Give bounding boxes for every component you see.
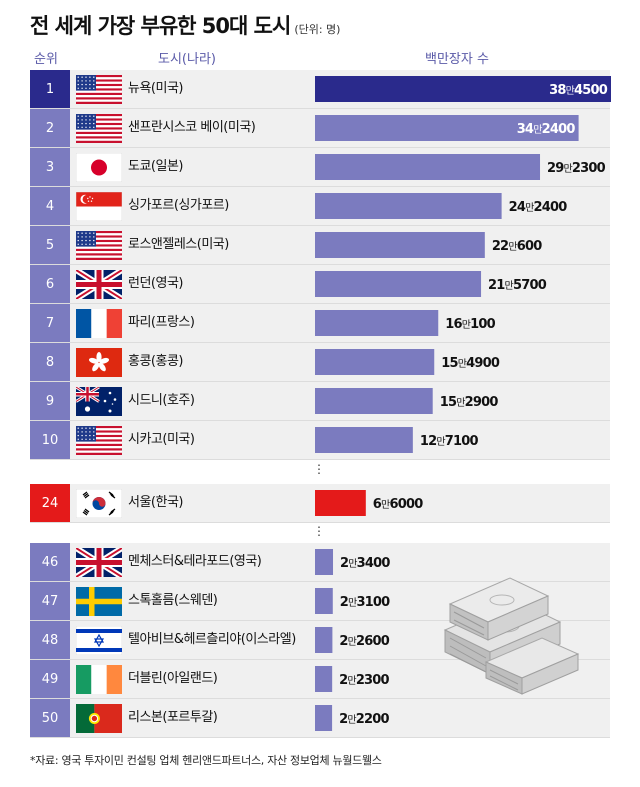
ellipsis-icon: ⋮ (313, 524, 325, 538)
unit-label: (단위: 명) (294, 23, 341, 36)
city-label: 스톡홀름(스웨덴) (128, 593, 218, 608)
city-label: 파리(프랑스) (128, 315, 195, 330)
city-label: 시드니(호주) (128, 393, 195, 408)
rank-label: 24 (30, 484, 70, 522)
rank-label: 3 (30, 148, 70, 186)
city-label: 서울(한국) (128, 495, 183, 510)
table-row: 24 서울(한국) (30, 484, 610, 523)
table-row: 1 뉴욕(미국) (30, 70, 610, 109)
israel-flag-icon (76, 626, 122, 655)
korea-flag-icon (76, 489, 122, 518)
singapore-flag-icon (76, 192, 122, 221)
city-label: 홍콩(홍콩) (128, 354, 183, 369)
hongkong-flag-icon (76, 348, 122, 377)
city-label: 텔아비브&헤르츨리야(이스라엘) (128, 632, 296, 647)
usa-flag-icon (76, 114, 122, 143)
usa-flag-icon (76, 426, 122, 455)
rank-label: 5 (30, 226, 70, 264)
city-label: 로스앤젤레스(미국) (128, 237, 229, 252)
table-row: 49 더블린(아일랜드) (30, 660, 610, 699)
city-label: 멘체스터&테라포드(영국) (128, 554, 262, 569)
rank-label: 6 (30, 265, 70, 303)
rank-label: 49 (30, 660, 70, 698)
city-label: 도쿄(일본) (128, 159, 183, 174)
value-header: 백만장자 수 (425, 52, 489, 67)
table-row: 46 멘체스터&테라포드(영국) (30, 543, 610, 582)
table-row: 3 도쿄(일본) (30, 148, 610, 187)
rank-label: 8 (30, 343, 70, 381)
city-label: 싱가포르(싱가포르) (128, 198, 229, 213)
table-row: 5 로스앤젤레스(미국) (30, 226, 610, 265)
table-row: 10 시카고(미국) (30, 421, 610, 460)
rank-label: 7 (30, 304, 70, 342)
city-label: 런던(영국) (128, 276, 183, 291)
rank-label: 4 (30, 187, 70, 225)
ellipsis-icon: ⋮ (313, 462, 325, 476)
france-flag-icon (76, 309, 122, 338)
table-row: 2 샌프란시스코 베이(미국) (30, 109, 610, 148)
table-row: 6 런던(영국) (30, 265, 610, 304)
australia-flag-icon (76, 387, 122, 416)
usa-flag-icon (76, 75, 122, 104)
rank-label: 46 (30, 543, 70, 581)
table-row: 48 텔아비브&헤르츨리야(이스라엘) (30, 621, 610, 660)
rank-header: 순위 (34, 52, 58, 67)
rank-label: 47 (30, 582, 70, 620)
source-note: *자료: 영국 투자이민 컨설팅 업체 헨리앤드파트너스, 자산 정보업체 뉴월… (30, 754, 382, 767)
sweden-flag-icon (76, 587, 122, 616)
city-label: 더블린(아일랜드) (128, 671, 218, 686)
city-label: 시카고(미국) (128, 432, 195, 447)
chart-title: 전 세계 가장 부유한 50대 도시 (단위: 명) (30, 14, 341, 38)
japan-flag-icon (76, 153, 122, 182)
rank-label: 2 (30, 109, 70, 147)
rank-label: 10 (30, 421, 70, 459)
rank-label: 48 (30, 621, 70, 659)
uk-flag-icon (76, 270, 122, 299)
portugal-flag-icon (76, 704, 122, 733)
ireland-flag-icon (76, 665, 122, 694)
city-label: 뉴욕(미국) (128, 81, 183, 96)
city-label: 샌프란시스코 베이(미국) (128, 120, 256, 135)
rank-label: 1 (30, 70, 70, 108)
table-row: 4 싱가포르(싱가포르) (30, 187, 610, 226)
city-header: 도시(나라) (158, 52, 216, 67)
table-row: 9 시드니(호주) (30, 382, 610, 421)
table-row: 50 리스본(포르투갈) (30, 699, 610, 738)
table-row: 47 스톡홀름(스웨덴) (30, 582, 610, 621)
rank-label: 50 (30, 699, 70, 737)
city-label: 리스본(포르투갈) (128, 710, 218, 725)
table-row: 7 파리(프랑스) (30, 304, 610, 343)
uk-flag-icon (76, 548, 122, 577)
table-row: 8 홍콩(홍콩) (30, 343, 610, 382)
usa-flag-icon (76, 231, 122, 260)
rank-label: 9 (30, 382, 70, 420)
